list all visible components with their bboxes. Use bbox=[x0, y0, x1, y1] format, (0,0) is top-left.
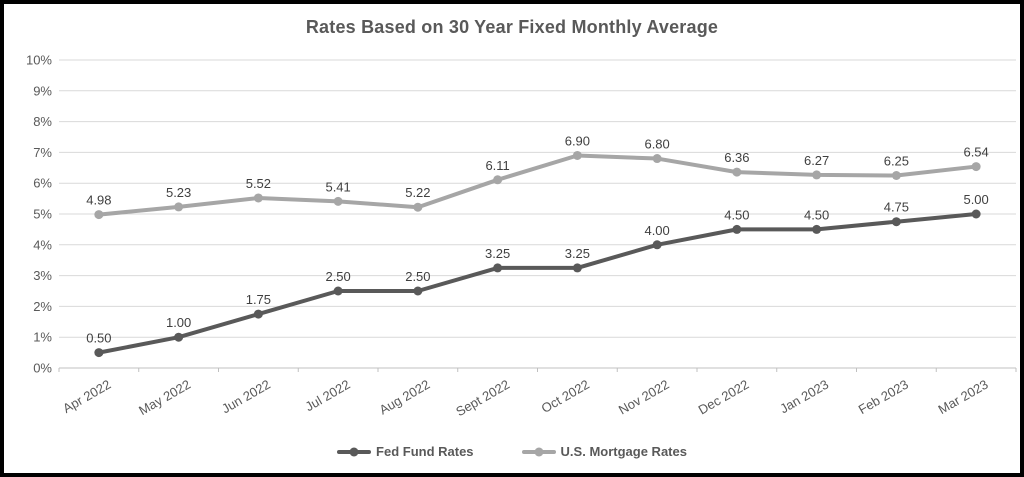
data-point-marker-u-s-mortgage-rates bbox=[94, 210, 104, 220]
line-marker-swatch-icon bbox=[337, 449, 372, 454]
data-point-marker-fed-fund-rates bbox=[413, 286, 423, 296]
data-point-label-u-s-mortgage-rates: 5.23 bbox=[166, 185, 191, 200]
legend-label: U.S. Mortgage Rates bbox=[560, 444, 687, 459]
series-line-u-s-mortgage-rates bbox=[96, 153, 979, 217]
y-axis-tick-label: 9% bbox=[33, 83, 52, 98]
data-point-label-fed-fund-rates: 4.50 bbox=[804, 207, 829, 222]
data-point-label-fed-fund-rates: 1.75 bbox=[246, 292, 271, 307]
y-axis-tick-label: 2% bbox=[33, 299, 52, 314]
y-axis-tick-label: 8% bbox=[33, 114, 52, 129]
x-axis-label: Sept 2022 bbox=[453, 377, 512, 420]
series-line-fed-fund-rates bbox=[96, 212, 979, 355]
data-point-marker-fed-fund-rates bbox=[572, 263, 582, 273]
data-point-marker-fed-fund-rates bbox=[333, 286, 343, 296]
data-point-label-u-s-mortgage-rates: 6.90 bbox=[565, 133, 590, 148]
x-axis-label: Nov 2022 bbox=[616, 377, 672, 418]
data-point-marker-fed-fund-rates bbox=[971, 209, 981, 219]
data-point-marker-fed-fund-rates bbox=[812, 224, 822, 234]
y-axis-tick-label: 7% bbox=[33, 145, 52, 160]
x-axis-label: Dec 2022 bbox=[696, 377, 752, 418]
x-axis-label: Aug 2022 bbox=[377, 377, 433, 418]
data-point-label-fed-fund-rates: 4.75 bbox=[884, 200, 909, 215]
line-marker-swatch-icon bbox=[521, 449, 556, 454]
data-point-marker-fed-fund-rates bbox=[891, 217, 901, 227]
y-axis-tick-label: 6% bbox=[33, 176, 52, 191]
data-point-label-fed-fund-rates: 4.00 bbox=[644, 223, 669, 238]
data-point-marker-u-s-mortgage-rates bbox=[652, 154, 662, 164]
data-point-label-u-s-mortgage-rates: 6.27 bbox=[804, 153, 829, 168]
data-point-label-u-s-mortgage-rates: 5.41 bbox=[325, 179, 350, 194]
data-point-marker-fed-fund-rates bbox=[174, 332, 184, 342]
data-point-marker-u-s-mortgage-rates bbox=[732, 167, 742, 177]
data-point-marker-u-s-mortgage-rates bbox=[413, 202, 423, 212]
data-point-label-fed-fund-rates: 2.50 bbox=[325, 269, 350, 284]
data-point-label-fed-fund-rates: 2.50 bbox=[405, 269, 430, 284]
data-point-marker-u-s-mortgage-rates bbox=[971, 162, 981, 172]
data-point-label-fed-fund-rates: 1.00 bbox=[166, 315, 191, 330]
data-point-label-fed-fund-rates: 5.00 bbox=[963, 192, 988, 207]
data-point-label-u-s-mortgage-rates: 6.25 bbox=[884, 154, 909, 169]
data-point-marker-fed-fund-rates bbox=[94, 348, 104, 358]
data-point-label-fed-fund-rates: 3.25 bbox=[565, 246, 590, 261]
x-axis-label: Apr 2022 bbox=[60, 377, 113, 416]
data-point-label-u-s-mortgage-rates: 6.11 bbox=[485, 158, 509, 173]
data-point-label-fed-fund-rates: 0.50 bbox=[86, 331, 111, 346]
y-axis-tick-label: 1% bbox=[33, 330, 52, 345]
x-axis-label: Jan 2023 bbox=[777, 377, 831, 417]
data-point-marker-u-s-mortgage-rates bbox=[572, 150, 582, 160]
data-point-label-u-s-mortgage-rates: 6.54 bbox=[963, 145, 988, 160]
y-axis-tick-label: 5% bbox=[33, 207, 52, 222]
y-axis-tick-label: 0% bbox=[33, 361, 52, 376]
chart-legend: Fed Fund Rates U.S. Mortgage Rates bbox=[4, 444, 1020, 459]
data-point-label-u-s-mortgage-rates: 4.98 bbox=[86, 193, 111, 208]
x-axis-label: Mar 2023 bbox=[936, 377, 991, 417]
data-point-marker-fed-fund-rates bbox=[732, 224, 742, 234]
data-point-label-u-s-mortgage-rates: 5.22 bbox=[405, 185, 430, 200]
data-point-marker-fed-fund-rates bbox=[652, 240, 662, 250]
data-point-marker-u-s-mortgage-rates bbox=[253, 193, 263, 203]
legend-label: Fed Fund Rates bbox=[376, 444, 474, 459]
data-point-label-fed-fund-rates: 3.25 bbox=[485, 246, 510, 261]
legend-item-fed-fund-rates[interactable]: Fed Fund Rates bbox=[337, 444, 474, 459]
chart-title: Rates Based on 30 Year Fixed Monthly Ave… bbox=[305, 17, 719, 37]
data-point-marker-fed-fund-rates bbox=[253, 309, 263, 319]
data-point-label-fed-fund-rates: 4.50 bbox=[724, 207, 749, 222]
data-point-marker-u-s-mortgage-rates bbox=[493, 175, 503, 185]
data-point-marker-u-s-mortgage-rates bbox=[812, 170, 822, 180]
data-point-marker-u-s-mortgage-rates bbox=[891, 171, 901, 180]
data-point-label-u-s-mortgage-rates: 6.36 bbox=[724, 150, 749, 165]
x-axis-label: May 2022 bbox=[136, 377, 193, 419]
x-axis-label: Feb 2023 bbox=[856, 377, 911, 417]
data-point-marker-u-s-mortgage-rates bbox=[174, 202, 184, 212]
x-axis-label: Jul 2022 bbox=[303, 377, 353, 415]
data-point-marker-u-s-mortgage-rates bbox=[333, 196, 343, 206]
chart-canvas: 0% 1% 2% 3% 4% 5% 6% 7% 8% 9% 10% Apr 2022 May 2022 J… bbox=[26, 53, 1017, 420]
data-point-marker-fed-fund-rates bbox=[493, 263, 503, 273]
legend-item-us-mortgage-rates[interactable]: U.S. Mortgage Rates bbox=[521, 444, 687, 459]
y-axis-tick-label: 4% bbox=[33, 237, 52, 252]
y-axis-tick-label: 3% bbox=[33, 268, 52, 283]
x-axis-label: Oct 2022 bbox=[539, 377, 592, 416]
y-axis-tick-label: 10% bbox=[26, 53, 52, 68]
data-point-label-u-s-mortgage-rates: 6.80 bbox=[644, 137, 669, 152]
data-point-label-u-s-mortgage-rates: 5.52 bbox=[246, 176, 271, 191]
x-axis-label: Jun 2022 bbox=[219, 377, 273, 417]
